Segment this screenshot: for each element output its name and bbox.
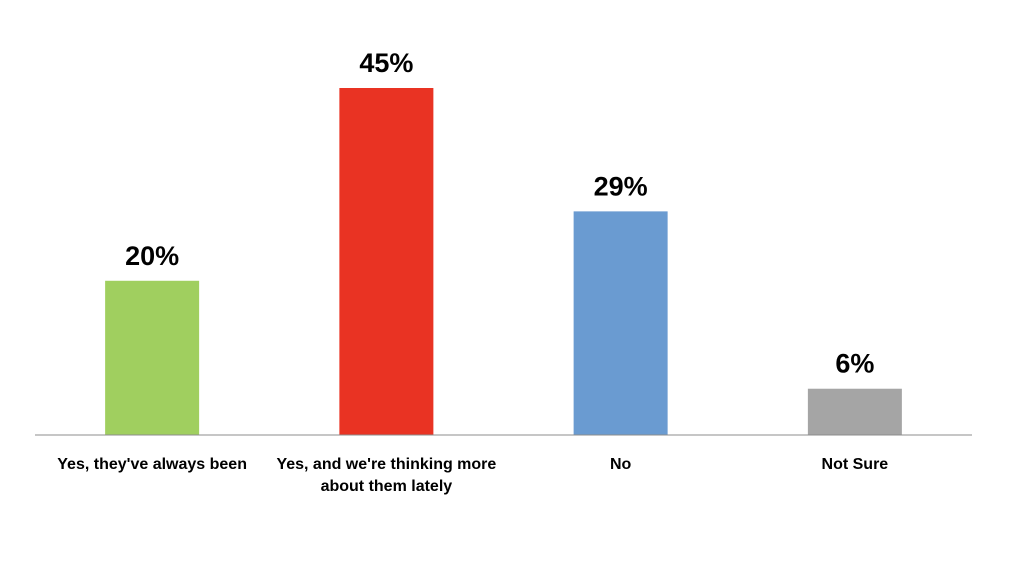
value-label: 20% [125,241,179,271]
value-label: 45% [359,48,413,78]
value-label: 29% [594,171,648,201]
x-tick-label: Not Sure [821,456,889,473]
bar [807,388,902,435]
bar [105,280,200,435]
x-tick-label: Yes, they've always been [57,456,247,473]
bar [573,211,668,435]
value-label: 6% [835,349,874,379]
bar [339,88,434,435]
x-tick-label: No [609,456,632,473]
x-tick-label: Yes, and we're thinking more about them … [276,456,497,495]
